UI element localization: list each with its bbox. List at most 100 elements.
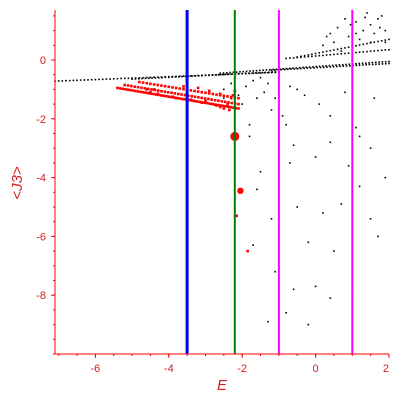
red-data-point: [136, 90, 140, 93]
red-data-point: [177, 92, 180, 96]
black-data-point: [83, 79, 86, 81]
red-data-point: [215, 104, 218, 107]
red-data-point: [130, 84, 133, 88]
black-data-point: [134, 77, 137, 79]
axes: [54, 10, 389, 355]
black-data-point: [296, 88, 298, 91]
red-data-point: [174, 96, 178, 100]
red-data-point: [218, 92, 222, 96]
red-data-point: [149, 92, 153, 95]
red-data-point: [180, 93, 183, 96]
black-data-point: [388, 38, 390, 41]
black-data-point: [339, 65, 341, 68]
black-data-point: [325, 50, 328, 53]
black-data-point: [314, 156, 317, 158]
red-data-point: [123, 83, 126, 87]
black-data-point: [311, 55, 313, 58]
black-data-point: [239, 71, 241, 73]
black-data-point: [338, 64, 341, 66]
black-data-point: [193, 74, 196, 77]
red-data-point: [223, 100, 227, 104]
red-data-point: [131, 89, 135, 92]
black-data-point: [325, 35, 328, 38]
black-data-point: [345, 63, 347, 66]
black-data-point: [252, 79, 254, 82]
red-data-point: [218, 105, 222, 109]
black-data-point: [289, 57, 291, 59]
black-data-point: [245, 85, 247, 88]
black-data-point: [256, 188, 258, 191]
black-data-point: [384, 49, 387, 51]
black-data-point: [211, 74, 213, 76]
black-data-point: [336, 48, 339, 51]
black-data-point: [355, 126, 357, 129]
red-data-point: [160, 84, 163, 87]
black-data-point: [223, 73, 225, 76]
y-tick-label: 0: [40, 55, 46, 67]
red-data-point: [235, 214, 238, 218]
red-data-point: [189, 89, 193, 92]
x-tick-label: -6: [91, 363, 101, 375]
black-data-point: [369, 41, 372, 44]
black-data-point: [265, 69, 268, 71]
black-data-point: [314, 55, 317, 57]
black-data-point: [309, 67, 312, 69]
red-data-point: [204, 99, 207, 103]
red-data-point: [139, 90, 142, 94]
red-data-point: [174, 86, 178, 90]
black-data-point: [331, 64, 334, 67]
black-data-point: [342, 65, 345, 67]
red-data-point: [219, 104, 222, 107]
red-data-point: [222, 94, 226, 98]
red-data-point: [196, 90, 200, 93]
black-data-point: [270, 218, 273, 220]
black-data-point: [322, 212, 324, 214]
black-data-point: [138, 78, 140, 80]
black-data-point: [158, 77, 160, 79]
black-data-point: [336, 26, 339, 29]
black-data-point: [259, 69, 261, 72]
black-data-point: [149, 76, 152, 79]
black-data-point: [303, 67, 305, 70]
black-data-point: [348, 63, 351, 65]
black-data-point: [362, 51, 365, 53]
red-data-point: [166, 91, 170, 94]
black-data-point: [285, 312, 287, 314]
black-data-point: [300, 56, 302, 59]
black-data-point: [251, 72, 253, 74]
black-data-point: [105, 78, 108, 80]
red-data-point: [220, 100, 224, 103]
red-data-point: [226, 105, 230, 108]
black-data-point: [228, 73, 230, 75]
black-data-point: [333, 41, 335, 44]
red-data-point: [232, 106, 235, 109]
black-data-point: [285, 67, 288, 70]
black-data-point: [325, 65, 327, 67]
black-data-point: [252, 70, 255, 72]
black-data-point: [318, 54, 321, 57]
black-data-point: [313, 67, 315, 69]
red-data-point: [154, 93, 158, 96]
black-data-point: [282, 68, 284, 70]
black-data-point: [269, 69, 271, 71]
black-data-point: [174, 76, 177, 78]
black-data-point: [306, 67, 309, 69]
black-data-point: [98, 78, 100, 81]
black-data-point: [384, 29, 387, 32]
black-data-point: [131, 78, 133, 80]
red-data-point: [218, 93, 222, 97]
black-data-point: [368, 63, 371, 66]
black-data-point: [94, 78, 97, 81]
red-data-point: [203, 101, 207, 105]
black-data-point: [347, 52, 350, 54]
red-data-point: [159, 94, 163, 97]
black-data-point: [222, 72, 225, 74]
black-data-point: [244, 72, 247, 75]
black-data-point: [377, 235, 379, 238]
red-data-point: [196, 86, 200, 90]
black-data-point: [322, 51, 324, 53]
black-data-point: [198, 75, 200, 77]
black-data-point: [358, 135, 361, 138]
black-data-point: [329, 297, 332, 299]
black-data-point: [345, 65, 348, 67]
